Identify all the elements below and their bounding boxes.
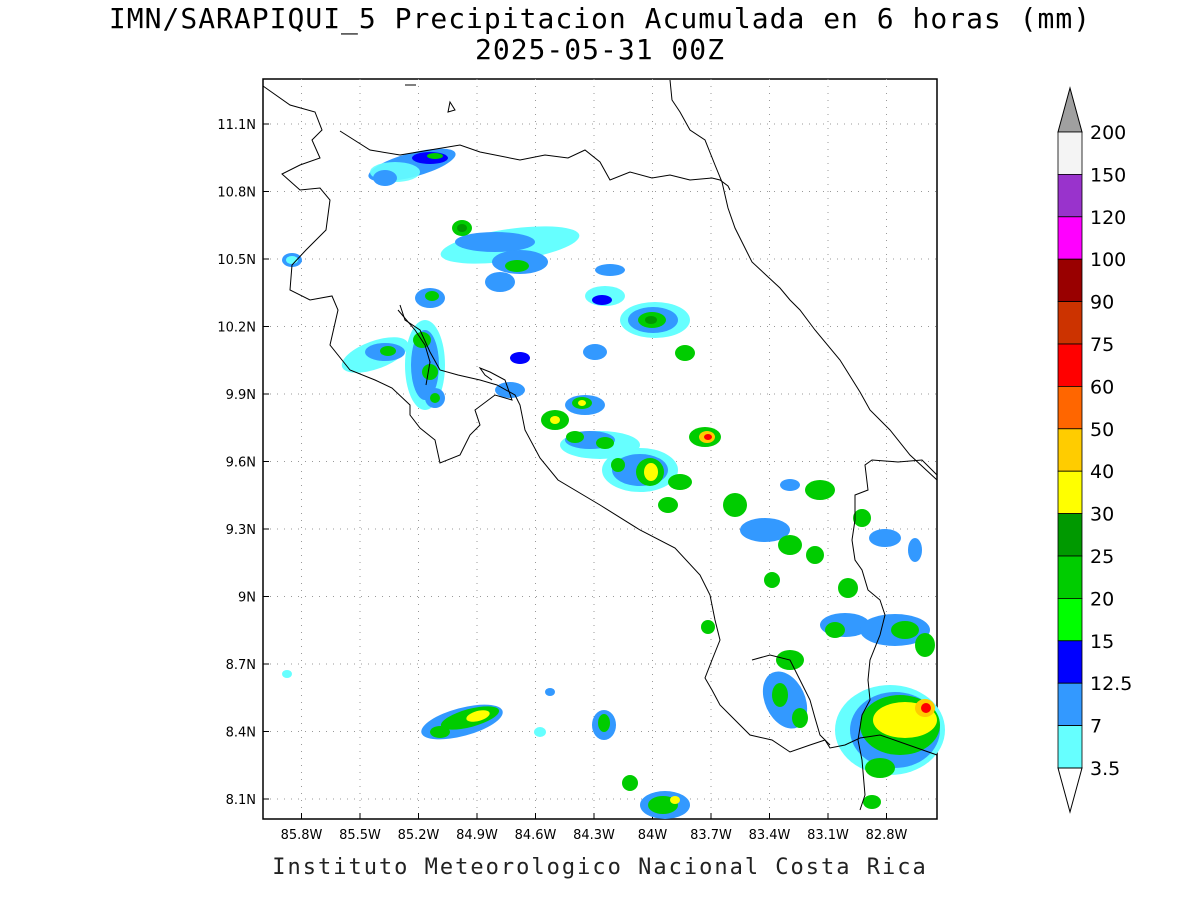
lat-tick-label: 10.2N	[217, 321, 256, 336]
caribbean-coast	[669, 79, 938, 481]
colorbar-segment	[1057, 682, 1083, 727]
lon-tick-label: 84.6W	[515, 828, 557, 843]
rain-cell	[440, 220, 580, 292]
rain-cell	[701, 479, 935, 729]
north-lake-shore	[405, 84, 456, 113]
precipitation-field	[282, 148, 945, 819]
lat-tick-label: 8.7N	[226, 658, 256, 673]
panama-border	[851, 459, 938, 811]
latitude-tick-labels: 11.1N 10.8N 10.5N 10.2N 9.9N 9.6N 9.3N 9N 8.7N 8.…	[217, 118, 256, 808]
lat-tick-label: 9.9N	[226, 388, 256, 403]
lon-tick-label: 85.5W	[339, 828, 381, 843]
colorbar-segment	[1057, 216, 1083, 260]
lon-tick-label: 83.7W	[690, 828, 732, 843]
colorbar-label: 120	[1090, 207, 1126, 229]
colorbar-segment	[1057, 131, 1083, 175]
lon-tick-label: 83.4W	[749, 828, 791, 843]
colorbar-segment	[1057, 428, 1083, 472]
colorbar-label: 200	[1090, 122, 1126, 144]
colorbar-segment	[1057, 598, 1083, 642]
colorbar-segment	[1057, 301, 1083, 345]
map-subtitle-date: 2025-05-31 00Z	[474, 33, 725, 66]
colorbar-label: 25	[1090, 546, 1114, 568]
colorbar-segment	[1057, 470, 1083, 515]
colorbar-label: 40	[1090, 461, 1114, 483]
colorbar-label: 150	[1090, 164, 1126, 186]
lat-tick-label: 10.8N	[217, 186, 256, 201]
map-title: IMN/SARAPIQUI_5 Precipitacion Acumulada …	[108, 2, 1092, 35]
longitude-tick-labels: 85.8W 85.5W 85.2W 84.9W 84.6W 84.3W 84W 83.7W 83…	[281, 828, 908, 843]
rain-cell	[495, 352, 721, 513]
lake-nicaragua-border	[339, 130, 731, 191]
colorbar-segment	[1057, 513, 1083, 557]
colorbar-segment	[1057, 173, 1083, 218]
colorbar-segment	[1057, 343, 1083, 387]
colorbar: 200 150 120 100 90 75 60 50 40 30 25 20 15 12.5 7 3.5	[1057, 86, 1132, 814]
colorbar-label: 12.5	[1090, 673, 1132, 695]
colorbar-label: 50	[1090, 419, 1114, 441]
colorbar-label: 60	[1090, 376, 1114, 398]
lon-tick-label: 84.9W	[456, 828, 498, 843]
footer-credit: Instituto Meteorologico Nacional Costa R…	[272, 855, 928, 880]
lon-tick-label: 84.3W	[573, 828, 615, 843]
rain-cell	[583, 264, 695, 361]
rain-cell	[835, 685, 945, 809]
lat-tick-label: 9.6N	[226, 456, 256, 471]
lon-tick-label: 82.8W	[866, 828, 908, 843]
colorbar-segment	[1057, 385, 1083, 430]
nicoya-interior	[397, 309, 431, 386]
colorbar-max-arrow	[1057, 86, 1083, 133]
lon-tick-label: 84W	[638, 828, 668, 843]
colorbar-segment	[1057, 725, 1083, 769]
lat-tick-label: 11.1N	[217, 118, 256, 133]
colorbar-label: 75	[1090, 334, 1114, 356]
colorbar-label: 20	[1090, 588, 1114, 610]
lat-tick-label: 8.4N	[226, 726, 256, 741]
coastline-and-borders	[262, 79, 938, 811]
colorbar-segment	[1057, 640, 1083, 684]
colorbar-label: 15	[1090, 631, 1114, 653]
osa-peninsula	[751, 654, 831, 746]
rain-cell	[282, 253, 445, 410]
rain-cell	[368, 148, 456, 186]
colorbar-label: 7	[1090, 716, 1102, 738]
lat-tick-label: 9.3N	[226, 523, 256, 538]
rain-cell	[282, 670, 690, 819]
colorbar-label: 100	[1090, 249, 1126, 271]
lon-tick-label: 83.1W	[807, 828, 849, 843]
nicaragua-border	[262, 85, 513, 464]
colorbar-segment	[1057, 258, 1083, 303]
colorbar-min-arrow	[1057, 767, 1083, 814]
colorbar-label: 30	[1090, 504, 1114, 526]
lon-tick-label: 85.8W	[281, 828, 323, 843]
lon-tick-label: 85.2W	[398, 828, 440, 843]
colorbar-segment	[1057, 555, 1083, 599]
lat-tick-label: 10.5N	[217, 253, 256, 268]
lat-tick-label: 9N	[238, 591, 256, 606]
lat-tick-label: 8.1N	[226, 793, 256, 808]
colorbar-label: 90	[1090, 292, 1114, 314]
colorbar-label: 3.5	[1090, 758, 1120, 780]
